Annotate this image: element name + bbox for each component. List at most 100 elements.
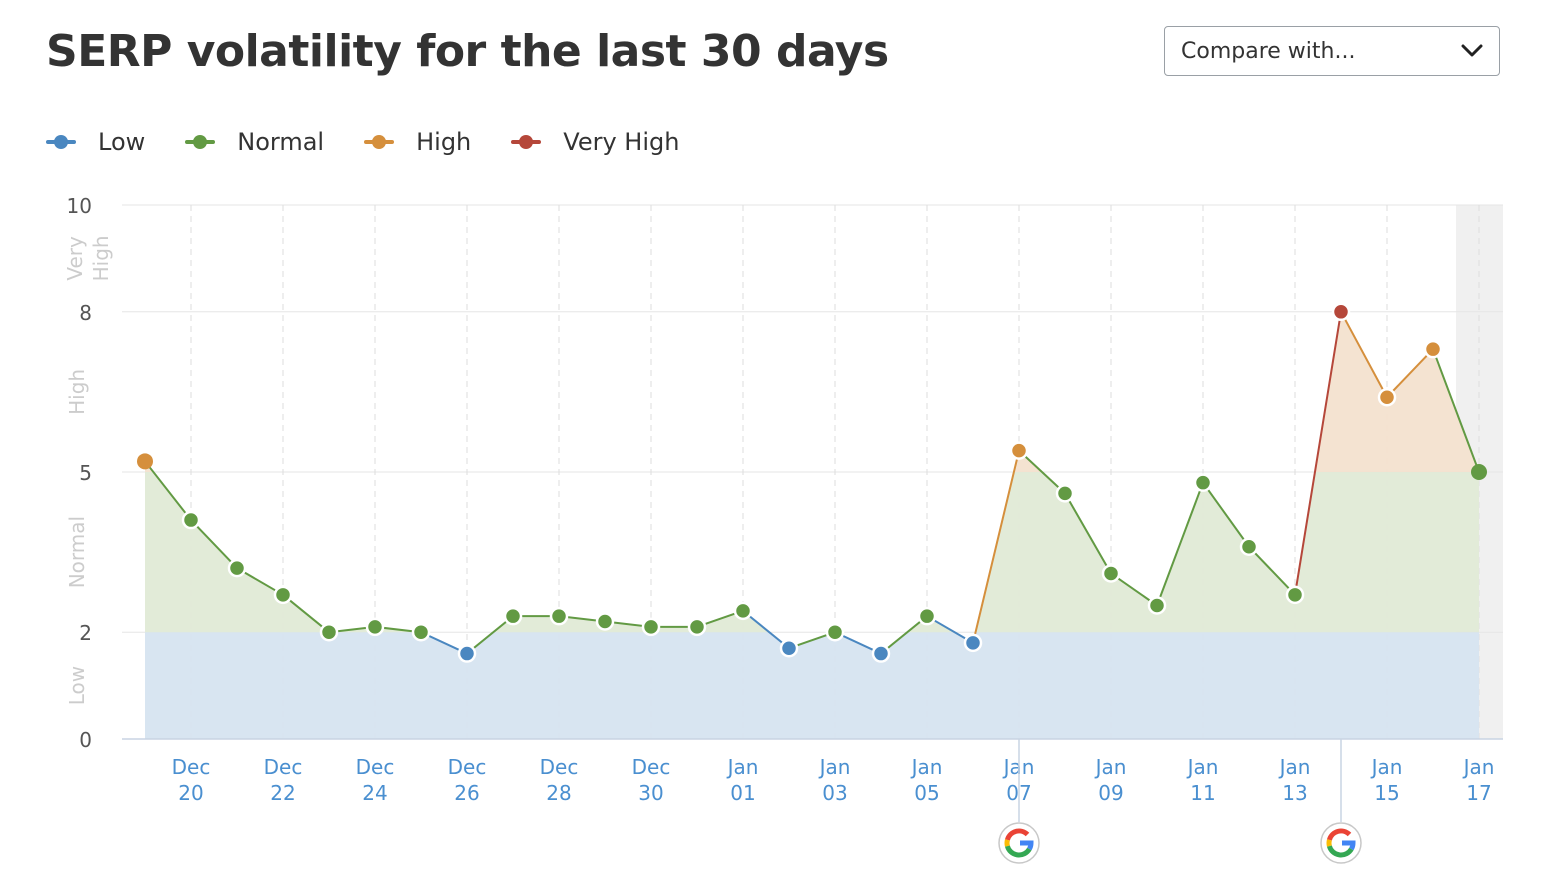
series-line-segment: [1386, 348, 1434, 398]
data-point: [779, 638, 799, 658]
series-line-segment: [880, 615, 928, 655]
data-point: [1147, 596, 1167, 615]
data-point: [825, 622, 845, 642]
legend-item-high[interactable]: High: [364, 128, 471, 156]
legend-item-normal[interactable]: Normal: [185, 128, 324, 156]
x-tick-label-day: 15: [1374, 781, 1399, 805]
data-point: [1055, 484, 1075, 503]
y-tick-label: 8: [79, 301, 92, 325]
chart-legend: Low Normal High Very High: [46, 128, 679, 156]
google-icon[interactable]: [998, 822, 1040, 864]
series-line-segment: [1018, 449, 1066, 495]
data-point: [1377, 387, 1397, 407]
band-label-low: Low: [65, 666, 89, 705]
data-point: [1471, 464, 1487, 480]
x-tick-label-month: Jan: [1278, 755, 1311, 779]
google-icon[interactable]: [1320, 822, 1362, 864]
data-point: [137, 453, 153, 470]
data-point: [1009, 441, 1029, 460]
y-tick-label: 0: [79, 728, 92, 752]
x-tick-label-day: 24: [362, 781, 387, 805]
series-line-segment: [466, 615, 514, 655]
x-tick-label-day: 28: [546, 781, 571, 805]
x-tick-label-day: 20: [178, 781, 203, 805]
series-line-segment: [1340, 311, 1388, 398]
y-tick-label: 10: [67, 194, 92, 218]
data-point: [733, 601, 753, 621]
x-tick-label-day: 13: [1282, 781, 1307, 805]
x-tick-label-month: Dec: [264, 755, 303, 779]
series-line-segment: [1432, 348, 1480, 473]
x-tick-label-day: 03: [822, 781, 847, 805]
series-line-segment: [282, 594, 330, 633]
data-point: [411, 622, 431, 642]
series-line-segment: [190, 519, 238, 569]
x-tick-label-day: 22: [270, 781, 295, 805]
x-tick-label-day: 17: [1466, 781, 1491, 805]
band-area-low: [145, 632, 1479, 739]
legend-marker-very-high: [511, 135, 542, 149]
data-point: [227, 558, 247, 578]
x-tick-label-month: Jan: [818, 755, 851, 779]
x-tick-label-month: Dec: [632, 755, 671, 779]
series-line-segment: [1248, 546, 1296, 596]
legend-item-very-high[interactable]: Very High: [511, 128, 679, 156]
series-line-segment: [1110, 572, 1158, 607]
data-point: [595, 612, 615, 631]
series-line-segment: [1064, 492, 1112, 574]
band-label-normal: Normal: [65, 516, 89, 588]
x-tick-label-month: Dec: [448, 755, 487, 779]
data-point: [871, 644, 891, 663]
x-tick-label-month: Dec: [172, 755, 211, 779]
x-tick-label-month: Dec: [356, 755, 395, 779]
legend-marker-low: [46, 135, 76, 149]
data-point: [457, 644, 477, 663]
x-tick-label-day: 11: [1190, 781, 1215, 805]
legend-marker-normal: [185, 135, 216, 149]
data-point: [641, 617, 661, 637]
y-tick-label: 5: [79, 461, 92, 485]
chevron-down-icon: [1461, 44, 1483, 57]
band-area-very-high: [145, 205, 1479, 312]
x-tick-label-day: 26: [454, 781, 479, 805]
data-point: [1423, 339, 1443, 359]
page-title: SERP volatility for the last 30 days: [46, 26, 889, 77]
band-area-high: [145, 311, 1479, 472]
x-tick-label-month: Dec: [540, 755, 579, 779]
x-tick-label-month: Jan: [1370, 755, 1403, 779]
series-line-segment: [1156, 482, 1204, 606]
legend-label-low: Low: [98, 128, 146, 156]
data-point: [319, 622, 339, 642]
legend-item-low[interactable]: Low: [46, 128, 145, 156]
legend-label-high: High: [416, 128, 472, 156]
data-point: [1331, 302, 1351, 322]
series-line-segment: [742, 610, 790, 649]
data-point: [963, 633, 983, 653]
data-point: [1239, 537, 1259, 557]
data-point: [181, 510, 201, 530]
x-tick-label-month: Jan: [726, 755, 759, 779]
legend-marker-high: [364, 135, 395, 149]
data-point: [687, 617, 707, 637]
series-line-segment: [1294, 311, 1342, 595]
data-point: [1101, 564, 1121, 583]
band-label-high: High: [65, 369, 89, 415]
data-point: [917, 606, 937, 626]
x-tick-label-month: Jan: [1094, 755, 1127, 779]
band-area-normal: [145, 472, 1479, 633]
x-tick-label-day: 09: [1098, 781, 1123, 805]
data-point: [1193, 473, 1213, 492]
band-label-very: Very: [63, 236, 87, 281]
legend-label-normal: Normal: [237, 128, 325, 156]
data-point: [365, 617, 385, 637]
compare-dropdown[interactable]: Compare with...: [1164, 26, 1500, 76]
legend-label-very-high: Very High: [563, 128, 680, 156]
y-tick-label: 2: [79, 621, 92, 645]
x-tick-label-month: Jan: [1462, 755, 1495, 779]
series-line-segment: [1202, 482, 1250, 548]
data-point: [503, 606, 523, 626]
compare-label: Compare with...: [1181, 38, 1356, 64]
x-tick-label-month: Jan: [910, 755, 943, 779]
band-label-high-word: High: [89, 235, 113, 281]
